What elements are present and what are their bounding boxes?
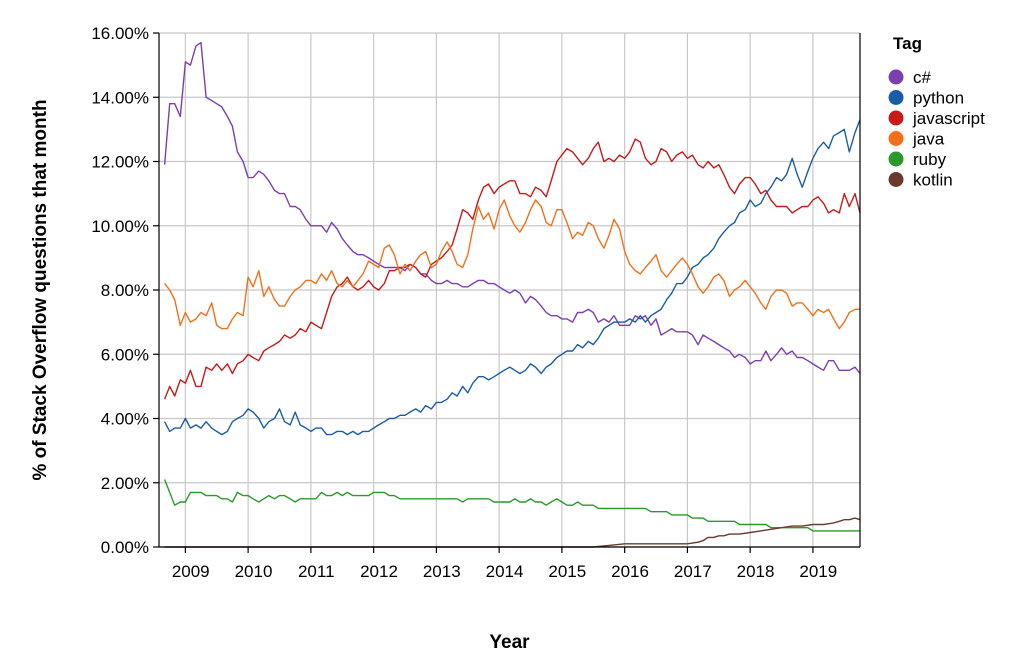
- series-line-javascript: [163, 138, 861, 400]
- y-tick-label: 0.00%: [101, 538, 149, 557]
- legend-label: kotlin: [913, 171, 953, 190]
- series-line-csharp: [163, 41, 861, 374]
- series-line-java: [164, 199, 860, 330]
- legend-swatch: [888, 110, 904, 126]
- x-tick-label: 2009: [172, 562, 210, 581]
- series-line-kotlin: [164, 517, 861, 548]
- legend-swatch: [888, 90, 904, 105]
- series-line-ruby: [163, 479, 860, 532]
- legend-swatch: [888, 69, 904, 85]
- series-lines: [163, 41, 861, 548]
- legend-label: ruby: [913, 150, 947, 169]
- y-tick-label: 16.00%: [91, 24, 149, 43]
- x-tick-label: 2011: [298, 562, 335, 581]
- y-tick-label: 14.00%: [91, 88, 149, 107]
- y-tick-label: 4.00%: [101, 410, 149, 429]
- legend-swatch: [888, 131, 904, 146]
- x-tick-label: 2010: [235, 562, 273, 581]
- grid: [159, 32, 860, 548]
- legend-label: python: [913, 89, 964, 108]
- series-line-python: [163, 119, 861, 436]
- legend-label: javascript: [912, 109, 985, 128]
- legend-title: Tag: [893, 34, 922, 53]
- x-tick-label: 2019: [799, 562, 837, 581]
- legend-swatch: [888, 172, 904, 187]
- x-tick-label: 2018: [737, 562, 775, 581]
- y-tick-label: 6.00%: [101, 345, 149, 364]
- x-tick-label: 2016: [611, 562, 649, 581]
- legend-label: c#: [913, 68, 932, 87]
- x-tick-label: 2013: [423, 562, 461, 581]
- legend-label: java: [912, 130, 945, 149]
- legend-swatch: [888, 151, 904, 167]
- x-axis-title: Year: [489, 632, 530, 653]
- y-tick-label: 2.00%: [101, 474, 149, 493]
- y-axis-title: % of Stack Overflow questions that month: [30, 99, 51, 480]
- x-tick-label: 2015: [548, 562, 586, 581]
- y-tick-label: 8.00%: [101, 281, 149, 300]
- x-tick-label: 2014: [486, 562, 524, 581]
- axes: 0.00% 2.00% 4.00% 6.00% 8.00% 10.00% 12.00% 14.…: [30, 24, 861, 653]
- y-tick-label: 10.00%: [91, 217, 149, 236]
- x-tick-label: 2012: [360, 562, 398, 581]
- y-tick-label: 12.00%: [91, 153, 149, 172]
- x-tick-label: 2017: [674, 562, 712, 581]
